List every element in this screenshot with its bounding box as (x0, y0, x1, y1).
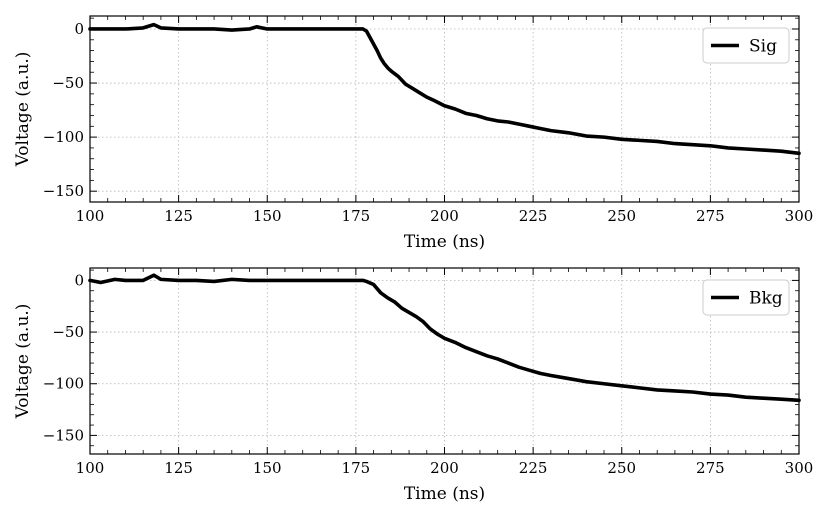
series-line-bkg (88, 273, 801, 403)
x-tick-label: 275 (696, 207, 725, 225)
x-tick-label: 225 (519, 459, 548, 477)
x-tick-label: 200 (430, 207, 459, 225)
x-tick-label: 300 (785, 207, 814, 225)
legend-box (702, 27, 790, 64)
x-tick-label: 175 (342, 459, 371, 477)
y-tick-label: −50 (52, 323, 84, 341)
x-tick-label: 100 (76, 459, 105, 477)
y-tick-label: −150 (43, 182, 84, 200)
y-tick-label: −100 (43, 375, 84, 393)
y-tick-label: −100 (43, 128, 84, 146)
x-tick-label: 125 (164, 459, 193, 477)
y-tick-label: −50 (52, 74, 84, 92)
x-tick-label: 200 (430, 459, 459, 477)
legend-label: Sig (749, 37, 777, 57)
y-axis-title: Voltage (a.u.) (13, 304, 33, 420)
x-tick-label: 250 (607, 207, 636, 225)
x-tick-label: 225 (519, 207, 548, 225)
x-tick-label: 250 (607, 459, 636, 477)
legend-label: Bkg (749, 289, 783, 309)
x-tick-label: 275 (696, 459, 725, 477)
y-tick-label: 0 (74, 20, 84, 38)
x-tick-label: 300 (785, 459, 814, 477)
x-tick-label: 150 (253, 459, 282, 477)
x-tick-label: 125 (164, 207, 193, 225)
top-panel: 100 125 150 175 200 225 250 275 300 0 −50 −100 −150 T… (13, 15, 814, 252)
x-tick-label: 175 (342, 207, 371, 225)
x-tick-label: 100 (76, 207, 105, 225)
series-line-sig (88, 22, 801, 156)
y-tick-label: −150 (43, 426, 84, 444)
x-axis-title: Time (ns) (404, 232, 485, 252)
legend-box (702, 279, 790, 316)
x-axis-title: Time (ns) (404, 484, 485, 504)
bottom-panel: 100 125 150 175 200 225 250 275 300 0 −50 −100 −150 T… (13, 267, 814, 504)
y-axis-title: Voltage (a.u.) (13, 52, 33, 168)
x-tick-label: 150 (253, 207, 282, 225)
y-tick-label: 0 (74, 271, 84, 289)
